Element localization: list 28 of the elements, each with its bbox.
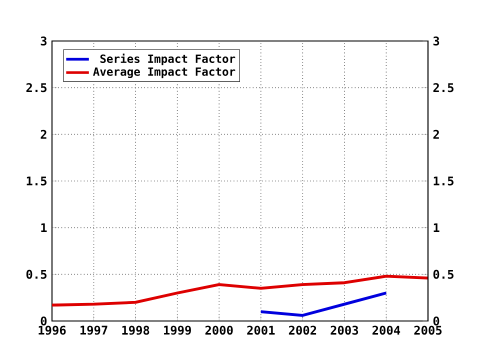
line-series <box>259 292 388 317</box>
legend-label: Series Impact Factor <box>100 54 236 66</box>
x-tick-label: 2005 <box>414 326 442 335</box>
y-tick-label: 3 <box>40 36 47 46</box>
y2-tick-label: 0.5 <box>433 270 454 279</box>
legend-label: Average Impact Factor <box>93 67 236 78</box>
y-tick-label: 1 <box>41 223 47 232</box>
line-series <box>52 274 428 307</box>
x-tick-label: 1996 <box>38 326 66 335</box>
y2-tick-label: 1 <box>434 223 440 232</box>
y2-tick-label: 1.5 <box>434 176 454 186</box>
x-tick-label: 2000 <box>205 326 233 335</box>
x-tick-label: 1998 <box>122 326 150 335</box>
x-tick-label: 1997 <box>80 326 108 335</box>
x-tick-label: 2004 <box>372 326 400 335</box>
y-tick-label: 2.5 <box>26 83 47 92</box>
y2-tick-label: 3 <box>433 36 440 46</box>
y2-tick-label: 2.5 <box>433 83 454 92</box>
y-tick-label: 1.5 <box>26 176 47 186</box>
y2-tick-label: 0 <box>433 316 440 326</box>
y-tick-label: 0 <box>40 316 47 326</box>
x-tick-label: 2003 <box>330 326 358 335</box>
y2-tick-label: 2 <box>433 130 439 139</box>
x-tick-label: 1999 <box>164 326 191 335</box>
y-tick-label: 2 <box>40 130 46 139</box>
x-tick-label: 2001 <box>247 326 275 335</box>
x-tick-label: 2002 <box>288 326 316 335</box>
y-tick-label: 0.5 <box>26 270 47 279</box>
